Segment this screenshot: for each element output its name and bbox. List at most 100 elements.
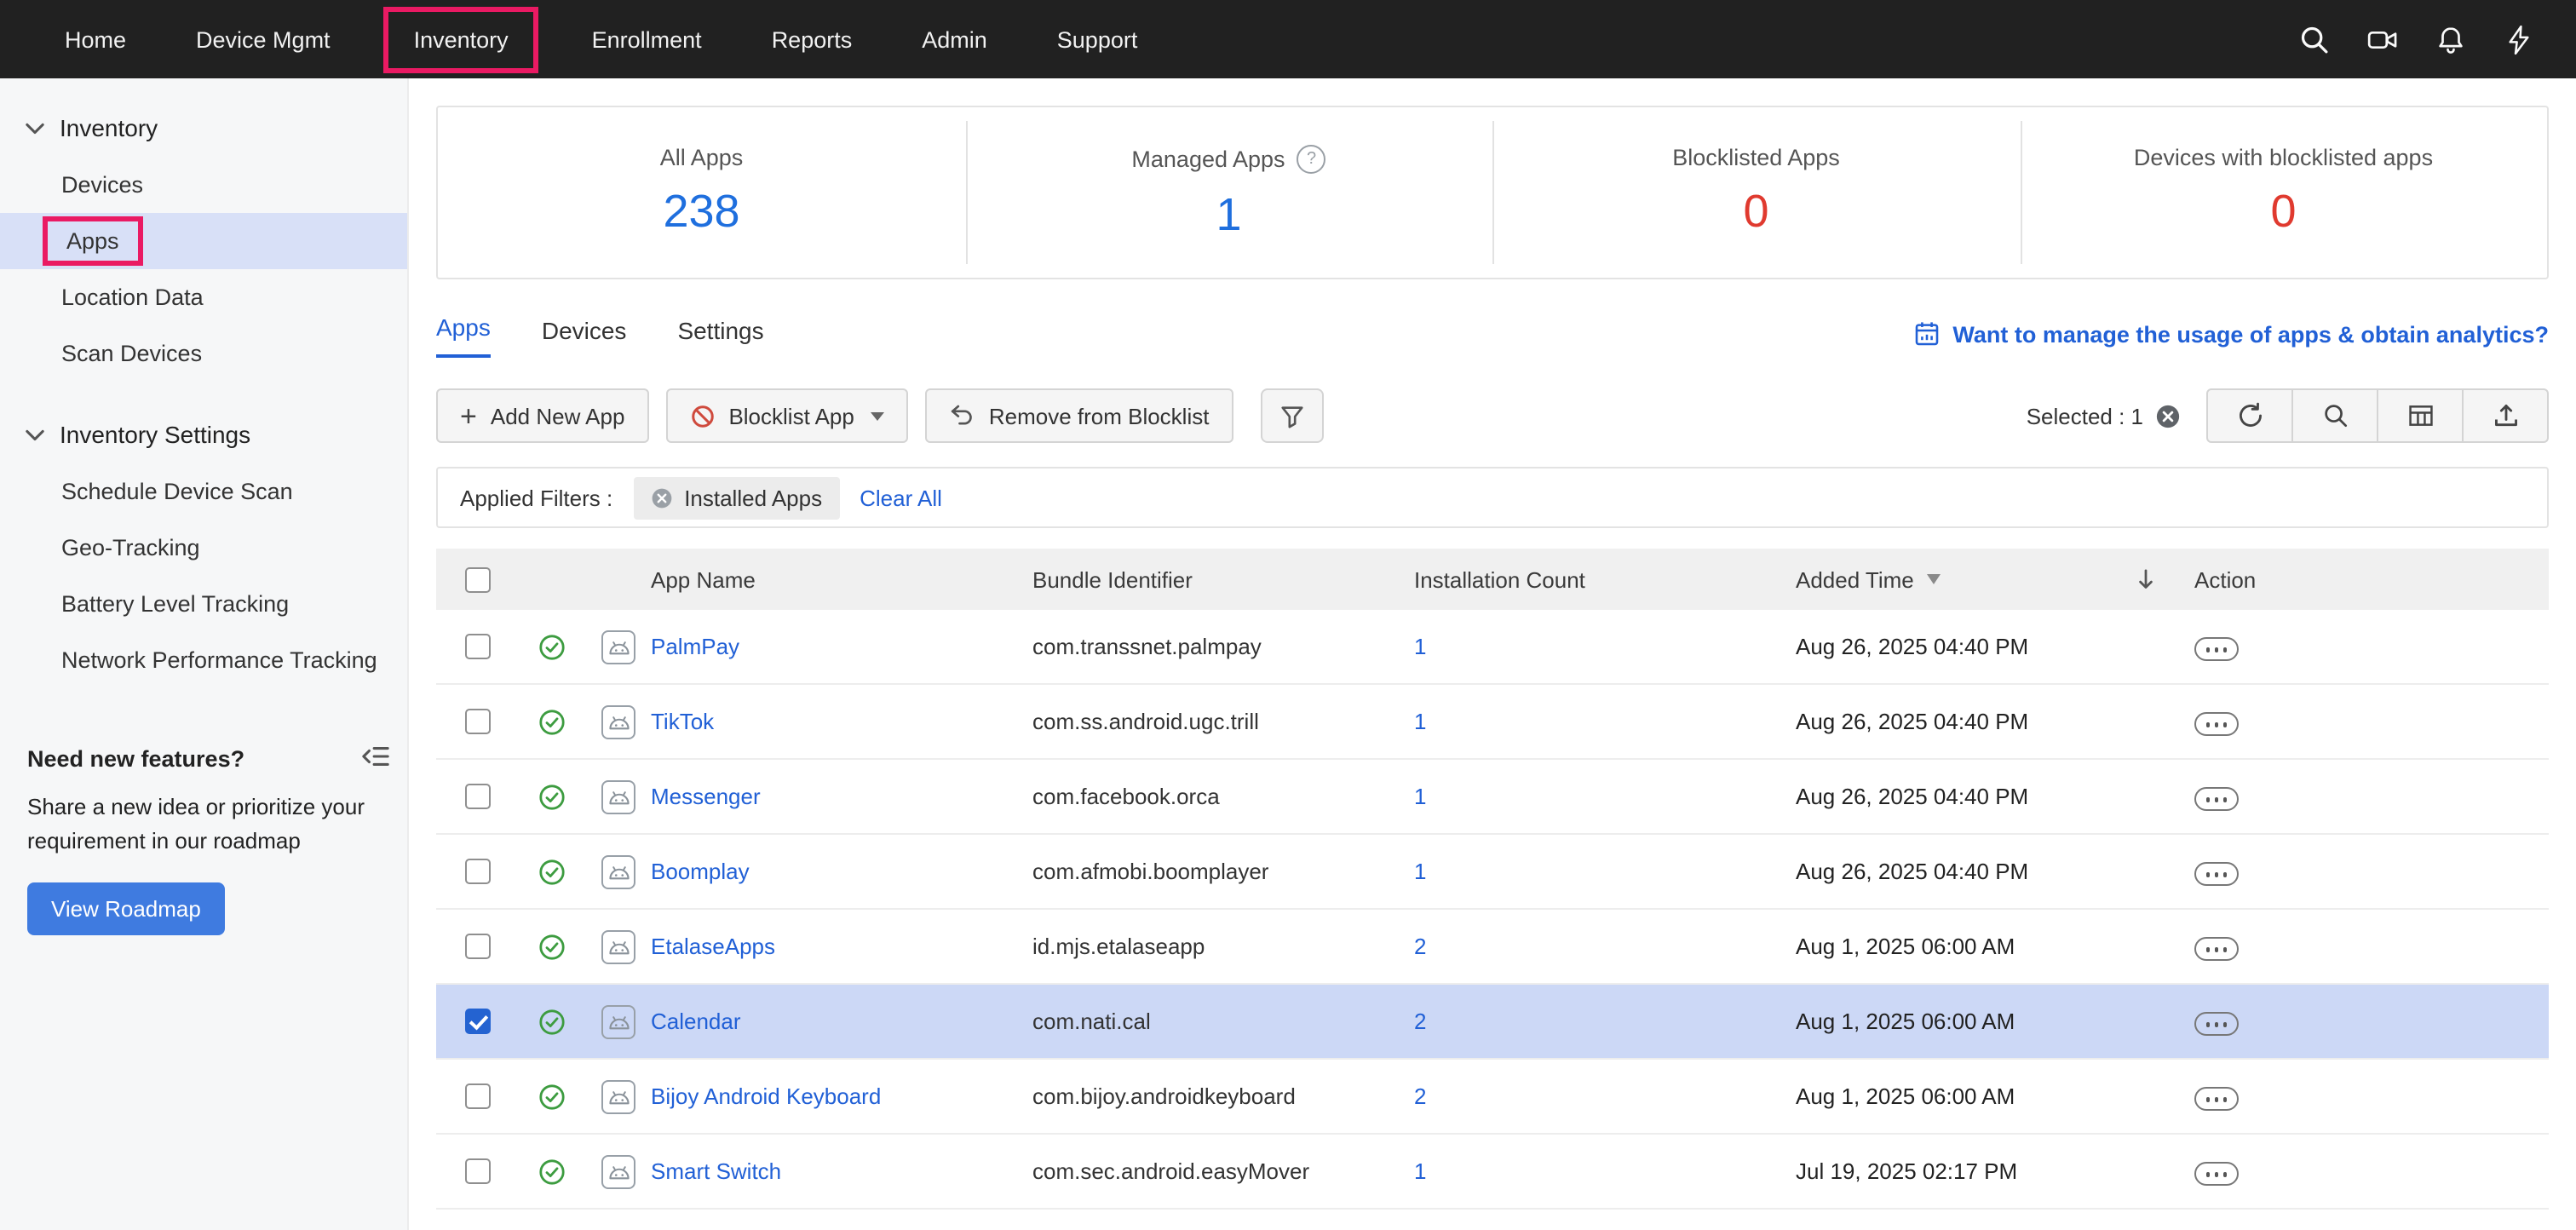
row-actions-icon[interactable] (2194, 787, 2239, 812)
table-row[interactable]: PalmPay com.transsnet.palmpay 1 Aug 26, … (436, 610, 2549, 685)
sidebar-item-devices[interactable]: Devices (61, 172, 144, 198)
row-actions-icon[interactable] (2194, 1162, 2239, 1187)
tab-devices[interactable]: Devices (541, 317, 627, 344)
sidebar-item-scan-devices[interactable]: Scan Devices (61, 341, 203, 366)
app-name-link[interactable]: EtalaseApps (651, 934, 775, 959)
tab-apps[interactable]: Apps (436, 313, 491, 358)
row-checkbox[interactable] (464, 784, 490, 809)
row-actions-icon[interactable] (2194, 637, 2239, 662)
installation-count-link[interactable]: 2 (1414, 934, 1427, 959)
nav-item-device-mgmt[interactable]: Device Mgmt (196, 26, 331, 52)
view-roadmap-button[interactable]: View Roadmap (27, 882, 225, 935)
table-row[interactable]: TikTok com.ss.android.ugc.trill 1 Aug 26… (436, 685, 2549, 760)
search-icon[interactable] (2298, 23, 2331, 55)
column-chooser-button[interactable] (2377, 388, 2464, 443)
search-table-button[interactable] (2291, 388, 2378, 443)
row-checkbox[interactable] (464, 1009, 490, 1034)
row-actions-icon[interactable] (2194, 1012, 2239, 1037)
column-header-installation-count[interactable]: Installation Count (1414, 566, 1585, 592)
select-all-checkbox[interactable] (464, 566, 490, 592)
app-name-link[interactable]: PalmPay (651, 634, 740, 659)
filter-chip-installed-apps[interactable]: Installed Apps (633, 476, 840, 519)
sidebar-item-network-performance-tracking[interactable]: Network Performance Tracking (61, 647, 377, 673)
sidebar-item-battery-level-tracking[interactable]: Battery Level Tracking (61, 591, 290, 617)
column-header-app-name[interactable]: App Name (651, 566, 756, 592)
table-row[interactable]: Bijoy Android Keyboard com.bijoy.android… (436, 1060, 2549, 1135)
sidebar-item-schedule-device-scan[interactable]: Schedule Device Scan (61, 479, 293, 504)
apps-table: App Name Bundle Identifier Installation … (436, 549, 2549, 1230)
table-row[interactable]: EtalaseApps id.mjs.etalaseapp 2 Aug 1, 2… (436, 910, 2549, 985)
refresh-button[interactable] (2206, 388, 2293, 443)
stat-managed-apps[interactable]: Managed Apps ? 1 (965, 107, 1492, 278)
video-camera-icon[interactable] (2366, 23, 2399, 55)
clear-all-filters-link[interactable]: Clear All (860, 485, 942, 510)
app-analytics-link[interactable]: Want to manage the usage of apps & obtai… (1913, 320, 2549, 358)
column-header-bundle-identifier[interactable]: Bundle Identifier (1032, 566, 1193, 592)
installation-count-link[interactable]: 1 (1414, 1158, 1427, 1184)
app-name-link[interactable]: Bijoy Android Keyboard (651, 1083, 882, 1109)
row-checkbox[interactable] (464, 634, 490, 659)
topnav-icon-group (2298, 23, 2535, 55)
nav-item-admin[interactable]: Admin (922, 26, 987, 52)
notifications-bell-icon[interactable] (2435, 23, 2467, 55)
stat-value[interactable]: 238 (663, 186, 740, 237)
app-name-link[interactable]: Messenger (651, 784, 761, 809)
table-row[interactable]: Samsung Finance Plus com.samsung.android… (436, 1210, 2549, 1230)
sidebar-item-geo-tracking[interactable]: Geo-Tracking (61, 535, 200, 560)
nav-item-enrollment[interactable]: Enrollment (591, 26, 702, 52)
applied-filters-label: Applied Filters : (460, 485, 613, 510)
sidebar-item-apps[interactable]: Apps (0, 213, 407, 269)
remove-filter-icon[interactable] (650, 486, 672, 509)
row-actions-icon[interactable] (2194, 862, 2239, 887)
row-checkbox[interactable] (464, 934, 490, 959)
collapse-sidebar-icon[interactable] (361, 744, 390, 768)
row-checkbox[interactable] (464, 859, 490, 884)
app-name-link[interactable]: Boomplay (651, 859, 750, 884)
help-icon[interactable]: ? (1297, 145, 1326, 174)
installation-count-link[interactable]: 1 (1414, 859, 1427, 884)
installation-count-link[interactable]: 2 (1414, 1083, 1427, 1109)
stat-devices-with-blocklisted-apps[interactable]: Devices with blocklisted apps 0 (2020, 107, 2547, 278)
app-name-link[interactable]: Calendar (651, 1009, 741, 1034)
app-name-link[interactable]: TikTok (651, 709, 715, 734)
table-row-selected[interactable]: Calendar com.nati.cal 2 Aug 1, 2025 06:0… (436, 985, 2549, 1060)
row-actions-icon[interactable] (2194, 1087, 2239, 1112)
table-row[interactable]: Smart Switch com.sec.android.easyMover 1… (436, 1135, 2549, 1210)
filter-button[interactable] (1260, 388, 1324, 443)
nav-item-reports[interactable]: Reports (771, 26, 853, 52)
row-checkbox[interactable] (464, 1158, 490, 1184)
nav-item-inventory[interactable]: Inventory (413, 26, 509, 52)
export-button[interactable] (2462, 388, 2549, 443)
tab-settings[interactable]: Settings (677, 317, 764, 344)
stat-blocklisted-apps[interactable]: Blocklisted Apps 0 (1492, 107, 2020, 278)
installation-count-link[interactable]: 2 (1414, 1009, 1427, 1034)
column-header-added-time[interactable]: Added Time (1796, 566, 2119, 592)
add-new-app-button[interactable]: + Add New App (436, 388, 649, 443)
sort-caret-icon[interactable] (1927, 574, 1941, 584)
row-actions-icon[interactable] (2194, 712, 2239, 737)
sort-descending-icon[interactable] (2119, 567, 2171, 591)
quick-actions-flash-icon[interactable] (2503, 23, 2535, 55)
installation-count-link[interactable]: 1 (1414, 709, 1427, 734)
clear-selection-icon[interactable] (2155, 403, 2181, 428)
stat-value[interactable]: 0 (1743, 186, 1769, 237)
table-row[interactable]: Messenger com.facebook.orca 1 Aug 26, 20… (436, 760, 2549, 835)
nav-item-home[interactable]: Home (65, 26, 127, 52)
stat-all-apps[interactable]: All Apps 238 (438, 107, 965, 278)
row-checkbox[interactable] (464, 1083, 490, 1109)
app-name-link[interactable]: Smart Switch (651, 1158, 782, 1184)
installation-count-link[interactable]: 1 (1414, 784, 1427, 809)
row-actions-icon[interactable] (2194, 937, 2239, 962)
funnel-icon (1279, 403, 1304, 428)
sidebar-item-location-data[interactable]: Location Data (61, 285, 204, 310)
nav-item-support[interactable]: Support (1056, 26, 1138, 52)
row-checkbox[interactable] (464, 709, 490, 734)
stat-value[interactable]: 0 (2270, 186, 2297, 237)
remove-from-blocklist-button[interactable]: Remove from Blocklist (925, 388, 1233, 443)
sidebar-header-inventory[interactable]: Inventory (0, 99, 407, 157)
table-row[interactable]: Boomplay com.afmobi.boomplayer 1 Aug 26,… (436, 835, 2549, 910)
sidebar-header-inventory-settings[interactable]: Inventory Settings (0, 405, 407, 463)
stat-value[interactable]: 1 (1216, 189, 1242, 240)
blocklist-app-button[interactable]: Blocklist App (665, 388, 909, 443)
installation-count-link[interactable]: 1 (1414, 634, 1427, 659)
